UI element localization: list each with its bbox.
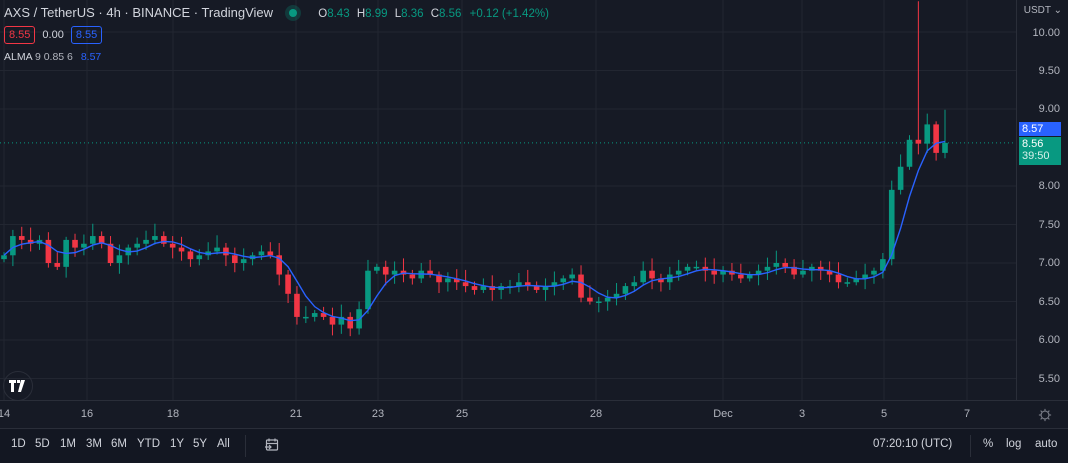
market-open-status-icon [288,8,297,17]
open-value: 8.43 [327,8,350,20]
bottom-toolbar: 1D 5D 1M 3M 6M YTD 1Y 5Y All 07:20:10 (U… [0,428,1068,463]
price-tick: 5.50 [1038,373,1060,385]
spread-value: 0.00 [42,29,64,41]
time-tick: 23 [371,408,385,420]
range-all-button[interactable]: All [217,438,230,450]
range-3m-button[interactable]: 3M [86,438,102,450]
indicator-value: 8.57 [80,51,102,63]
price-tick: 7.00 [1038,257,1060,269]
time-tick: 5 [880,408,888,420]
divider [970,435,971,457]
price-axis[interactable]: USDT ⌄ 10.00 9.50 9.00 8.00 7.50 7.00 6.… [1016,0,1068,400]
close-value: 8.56 [439,8,462,20]
indicator-params: 9 0.85 6 [34,51,73,63]
high-value: 8.99 [365,8,388,20]
time-tick: 7 [963,408,971,420]
buy-price-button[interactable]: 8.55 [70,26,103,44]
chart-pane[interactable]: AXS / TetherUS · 4h · BINANCE · TradingV… [0,0,1016,401]
range-1y-button[interactable]: 1Y [170,438,185,450]
settings-gear-icon[interactable] [1038,408,1052,422]
go-to-date-icon[interactable] [264,437,280,453]
low-value: 8.36 [401,8,424,20]
price-tick: 9.50 [1038,65,1060,77]
utc-clock[interactable]: 07:20:10 (UTC) [873,438,953,450]
price-tick: 6.00 [1038,334,1060,346]
time-tick: 3 [798,408,806,420]
price-tick: 8.00 [1038,180,1060,192]
time-tick: 16 [80,408,94,420]
range-ytd-button[interactable]: YTD [137,438,160,450]
time-tick: Dec [713,408,733,420]
tradingview-logo-icon[interactable] [3,371,33,401]
auto-scale-toggle[interactable]: auto [1035,438,1058,450]
indicator-legend-alma[interactable]: ALMA 9 0.85 6 8.57 [4,51,549,63]
time-tick: 14 [0,408,11,420]
price-tick: 10.00 [1032,27,1060,39]
log-scale-toggle[interactable]: log [1006,438,1022,450]
range-5y-button[interactable]: 5Y [193,438,208,450]
sell-price-button[interactable]: 8.55 [4,26,36,44]
time-tick: 21 [289,408,303,420]
range-1d-button[interactable]: 1D [11,438,26,450]
range-6m-button[interactable]: 6M [111,438,127,450]
price-tick: 6.50 [1038,296,1060,308]
indicator-name: ALMA [4,51,33,63]
change-value: +0.12 (+1.42%) [469,8,549,20]
currency-selector[interactable]: USDT ⌄ [1023,5,1062,16]
bar-countdown: 39:50 [1022,150,1050,162]
ohlc-values: O8.43 H8.99 L8.36 C8.56 +0.12 (+1.42%) [318,8,549,20]
range-5d-button[interactable]: 5D [35,438,50,450]
time-tick: 18 [166,408,180,420]
symbol-title[interactable]: AXS / TetherUS · 4h · BINANCE · TradingV… [4,5,274,20]
time-axis[interactable]: 14 16 18 21 23 25 28 Dec 3 5 7 [0,400,1068,428]
time-tick: 25 [455,408,469,420]
divider [245,435,246,457]
price-tick: 7.50 [1038,219,1060,231]
percent-scale-toggle[interactable]: % [983,438,994,450]
candlestick-chart[interactable] [0,0,1016,400]
last-price-tag: 8.56 39:50 [1019,137,1061,165]
chart-legend: AXS / TetherUS · 4h · BINANCE · TradingV… [4,5,549,63]
alma-price-tag: 8.57 [1019,122,1061,136]
price-tick: 9.00 [1038,103,1060,115]
range-1m-button[interactable]: 1M [60,438,76,450]
time-tick: 28 [589,408,603,420]
